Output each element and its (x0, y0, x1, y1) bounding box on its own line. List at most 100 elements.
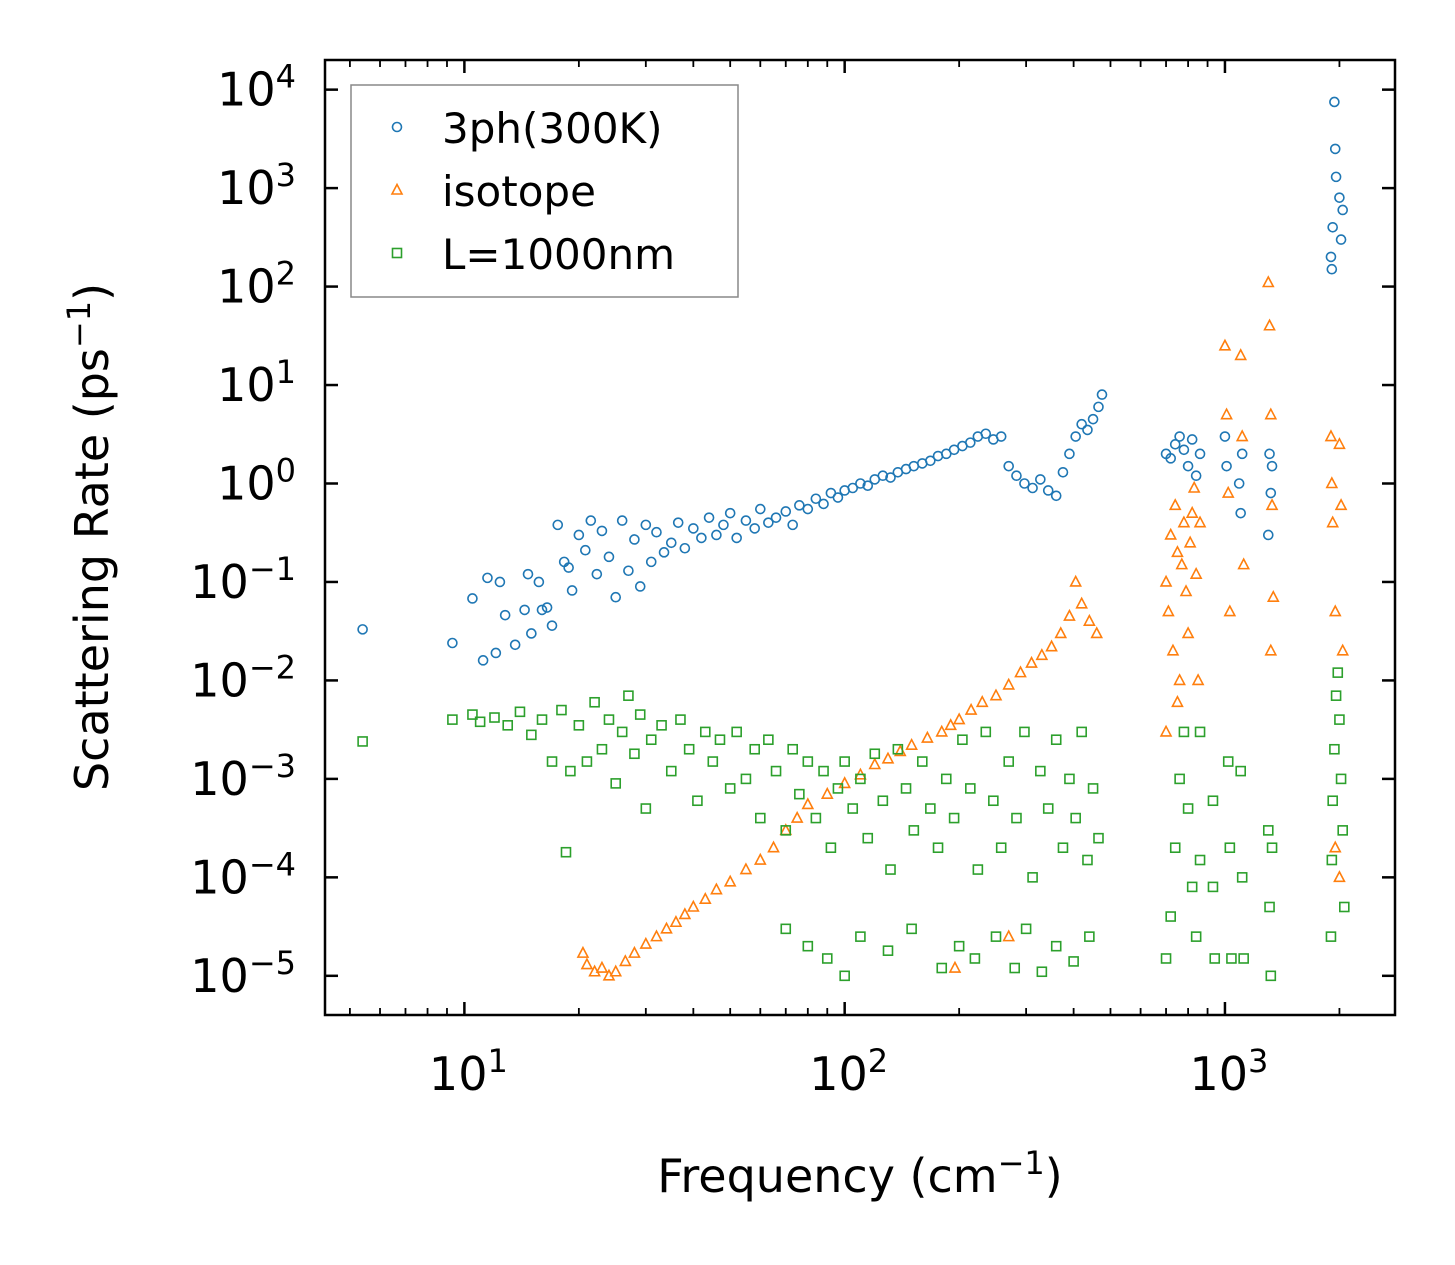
data-point (1169, 842, 1181, 854)
data-point (1262, 529, 1274, 541)
data-point (1220, 407, 1233, 420)
data-point (972, 864, 984, 875)
data-point (749, 523, 761, 534)
data-point (616, 726, 628, 738)
data-point (1069, 574, 1082, 587)
y-tick-label: 104 (217, 58, 296, 117)
data-point (698, 891, 712, 904)
data-point (1235, 507, 1246, 519)
data-point (1264, 901, 1275, 913)
data-point (948, 960, 962, 973)
data-point (1236, 872, 1248, 883)
data-point (610, 591, 622, 603)
plot-frame (323, 58, 1397, 1017)
data-point (616, 515, 628, 526)
data-point (595, 960, 609, 973)
data-point (1175, 557, 1189, 570)
y-tick-label: 100 (217, 451, 296, 510)
data-point (908, 825, 920, 836)
data-point (1327, 221, 1338, 233)
legend-entry: isotope (390, 167, 596, 216)
data-point (957, 734, 968, 746)
data-point (1328, 604, 1342, 617)
data-point (623, 565, 634, 577)
data-point (1194, 854, 1206, 866)
data-point (965, 437, 976, 448)
data-point (862, 480, 874, 491)
data-point (669, 915, 683, 928)
data-point (474, 716, 486, 728)
legend-label: 3ph(300K) (442, 104, 662, 153)
data-point (1027, 482, 1038, 494)
data-point (1234, 348, 1248, 361)
data-point (944, 718, 958, 731)
data-point (499, 609, 511, 621)
y-tick-label: 10−2 (190, 648, 296, 707)
data-point (1076, 418, 1087, 430)
data-point (692, 795, 703, 807)
data-point (855, 773, 866, 785)
data-point (1002, 929, 1016, 942)
data-point (1042, 485, 1054, 496)
data-point (780, 506, 792, 517)
data-point (885, 472, 896, 483)
data-point (1182, 803, 1194, 814)
data-point (906, 923, 917, 935)
data-point (1336, 643, 1350, 656)
data-point (1075, 596, 1089, 609)
data-point (1339, 901, 1350, 913)
data-point (1235, 429, 1249, 442)
data-marks (357, 96, 1350, 982)
data-point (763, 517, 774, 528)
data-point (546, 620, 558, 631)
data-point (1186, 434, 1198, 445)
data-point (1025, 655, 1038, 668)
data-point (763, 734, 774, 746)
data-point (1324, 429, 1338, 442)
data-point (1166, 643, 1180, 656)
data-point (1054, 626, 1068, 639)
data-point (810, 812, 822, 824)
data-point (1035, 474, 1046, 485)
data-point (1050, 940, 1062, 952)
data-point (1325, 931, 1337, 942)
data-point (477, 655, 489, 666)
data-point (1050, 490, 1062, 502)
x-tick-label: 102 (809, 1042, 888, 1101)
data-point (1330, 690, 1342, 701)
data-point (832, 783, 844, 794)
data-point (1178, 726, 1190, 738)
data-point (932, 842, 944, 854)
data-point (1084, 931, 1095, 942)
data-point (755, 503, 766, 515)
data-point (1221, 485, 1235, 498)
data-point (964, 702, 978, 715)
data-point (482, 572, 493, 584)
data-point (447, 714, 458, 725)
data-point (1266, 842, 1278, 854)
data-point (1337, 825, 1349, 836)
data-point (1193, 515, 1207, 528)
data-point (881, 751, 895, 764)
data-point (1035, 765, 1046, 777)
data-point (1009, 962, 1021, 974)
data-point (821, 953, 833, 964)
data-point (770, 512, 782, 523)
data-point (1168, 498, 1182, 511)
y-tick-label: 10−5 (190, 944, 296, 1003)
data-point (794, 788, 805, 800)
legend-marker (391, 247, 403, 259)
data-point (1035, 648, 1049, 661)
data-point (687, 899, 700, 912)
data-point (1335, 773, 1347, 785)
data-point (589, 696, 600, 708)
data-point (995, 431, 1007, 442)
data-point (1082, 854, 1093, 866)
data-point (1090, 626, 1104, 639)
data-point (699, 726, 711, 738)
x-tick-label: 101 (429, 1042, 508, 1101)
x-tick-label: 103 (1190, 1042, 1269, 1101)
data-point (1179, 584, 1193, 597)
data-point (1224, 842, 1236, 854)
data-point (818, 765, 829, 777)
